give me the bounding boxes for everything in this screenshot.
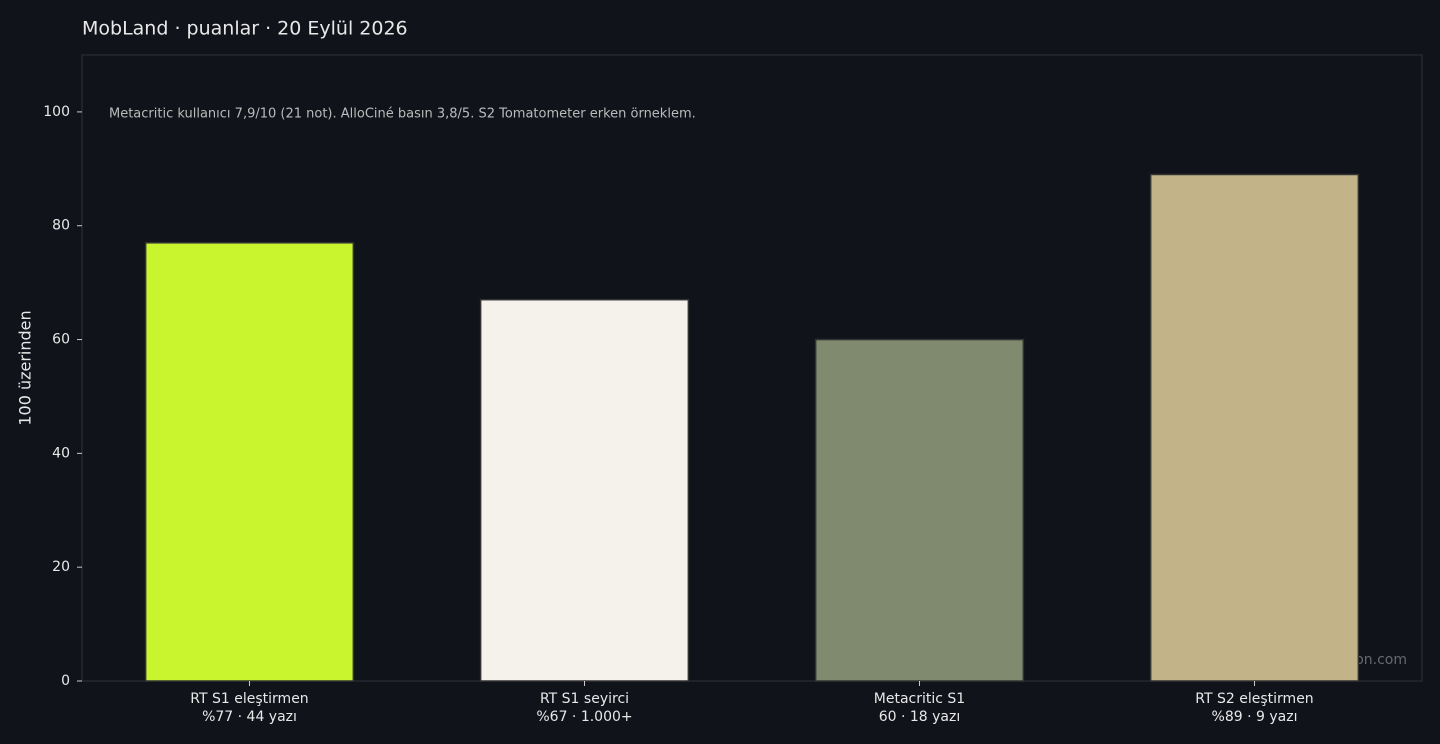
x-tick-label: RT S2 eleştirmen bbox=[1195, 691, 1313, 707]
x-tick-label: %89 · 9 yazı bbox=[1212, 709, 1298, 725]
plot-frame bbox=[81, 54, 1423, 682]
annotation: Metacritic kullanıcı 7,9/10 (21 not). Al… bbox=[109, 107, 696, 122]
chart-title: MobLand · puanlar · 20 Eylül 2026 bbox=[82, 18, 408, 40]
bar bbox=[1149, 173, 1360, 682]
x-tick-label: %67 · 1.000+ bbox=[536, 709, 632, 725]
y-axis-label: 100 üzerinden bbox=[16, 310, 35, 425]
y-tick-label: 20 bbox=[52, 559, 70, 575]
x-tick-label: RT S1 eleştirmen bbox=[190, 691, 308, 707]
x-tick-label: RT S1 seyirci bbox=[540, 691, 629, 707]
bar bbox=[144, 242, 355, 682]
y-tick-label: 40 bbox=[52, 445, 70, 461]
x-tick-label: Metacritic S1 bbox=[874, 691, 965, 707]
x-tick-label: %77 · 44 yazı bbox=[202, 709, 297, 725]
bar bbox=[814, 338, 1025, 682]
x-tick-label: 60 · 18 yazı bbox=[879, 709, 961, 725]
bar bbox=[479, 298, 690, 682]
y-tick-label: 0 bbox=[61, 673, 70, 689]
y-tick-label: 60 bbox=[52, 332, 70, 348]
y-tick-label: 100 bbox=[43, 104, 70, 120]
y-tick-label: 80 bbox=[52, 218, 70, 234]
